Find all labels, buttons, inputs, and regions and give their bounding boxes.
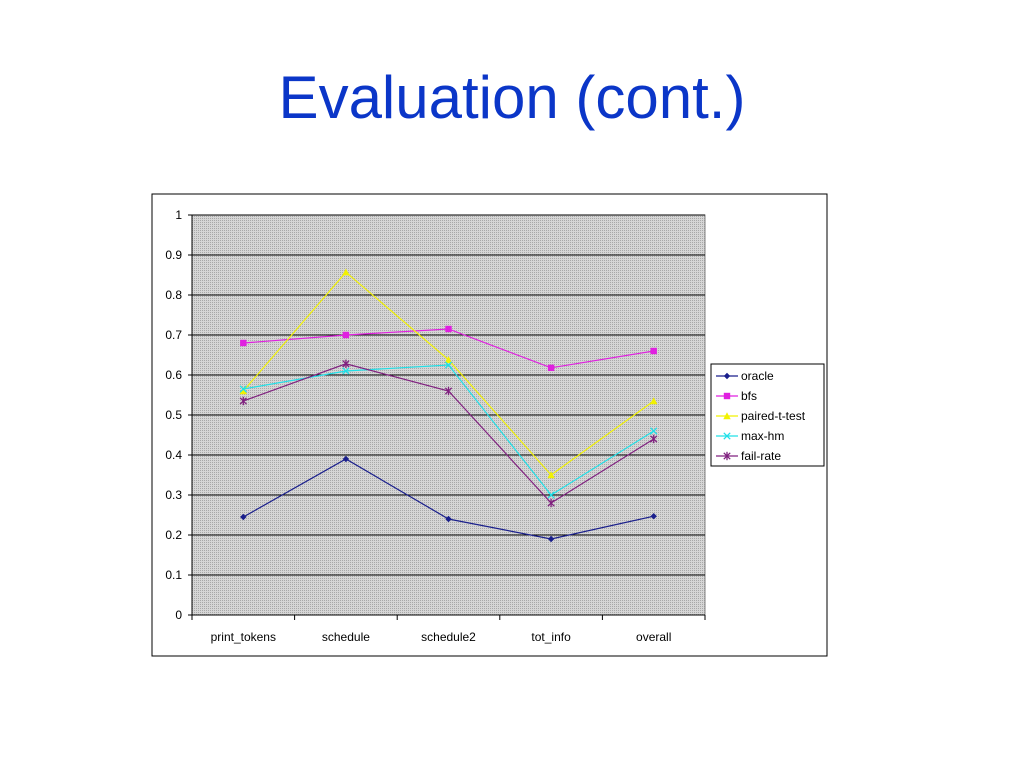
legend-marker-max-hm: [723, 432, 731, 440]
data-point-oracle: [240, 513, 247, 521]
y-tick-label: 0.5: [165, 408, 182, 422]
data-point-oracle: [650, 513, 657, 520]
y-tick-label: 0.7: [165, 328, 182, 342]
y-tick-label: 0.6: [165, 368, 182, 382]
data-point-oracle: [445, 515, 452, 523]
data-point-oracle: [547, 535, 555, 543]
legend-box: [710, 363, 825, 467]
data-point-max-hm: [239, 385, 247, 393]
data-point-max-hm: [342, 367, 350, 375]
legend-marker-paired-t-test: [723, 412, 731, 420]
data-point-bfs: [342, 331, 350, 339]
data-point-max-hm: [650, 427, 658, 435]
x-tick-label: overall: [636, 630, 671, 644]
slide-title: Evaluation (cont.): [278, 64, 746, 131]
legend-marker-fail-rate: [723, 451, 731, 461]
legend-label-paired-t-test: paired-t-test: [741, 409, 806, 423]
y-tick-label: 0.4: [165, 448, 182, 462]
data-point-paired-t-test: [650, 397, 658, 405]
x-tick-label: schedule2: [421, 630, 476, 644]
data-point-fail-rate: [650, 434, 658, 444]
x-tick-label: print_tokens: [211, 630, 276, 644]
data-point-paired-t-test: [342, 268, 350, 276]
y-tick-label: 0.8: [165, 288, 182, 302]
series: [239, 268, 658, 543]
data-point-fail-rate: [547, 498, 555, 508]
data-point-bfs: [547, 364, 555, 371]
data-point-fail-rate: [239, 396, 247, 406]
y-tick-label: 0.3: [165, 488, 182, 502]
data-point-paired-t-test: [444, 356, 453, 363]
data-point-paired-t-test: [239, 387, 247, 395]
axes: 0 0.1 0.2 0.3 0.4 0.5 0.6 0.7 0.8 0.9 1 print_token…: [165, 208, 706, 644]
data-point-max-hm: [444, 361, 453, 369]
legend-marker-bfs: [723, 392, 731, 400]
x-tick-label: schedule: [322, 630, 370, 644]
y-tick-label: 0.9: [165, 248, 182, 262]
data-point-bfs: [650, 347, 657, 355]
legend-label-max-hm: max-hm: [741, 429, 784, 443]
y-tick-label: 0.2: [165, 528, 182, 542]
x-tick-label: tot_info: [531, 630, 571, 644]
data-point-max-hm: [547, 491, 555, 499]
legend-label-fail-rate: fail-rate: [741, 449, 781, 463]
gridlines: [192, 214, 705, 576]
data-point-bfs: [240, 339, 247, 347]
y-tick-label: 0.1: [165, 568, 182, 582]
legend-marker-oracle: [723, 372, 731, 380]
data-point-oracle: [342, 455, 350, 463]
legend-label-oracle: oracle: [741, 369, 774, 383]
data-point-fail-rate: [342, 359, 350, 368]
data-point-fail-rate: [444, 386, 453, 396]
y-tick-label: 1: [175, 208, 182, 222]
data-point-paired-t-test: [547, 471, 555, 479]
y-tick-label: 0: [175, 608, 182, 622]
legend: oracle bfs paired-t-test max-hm fail-rate: [710, 363, 825, 467]
legend-label-bfs: bfs: [741, 389, 757, 403]
data-point-bfs: [445, 325, 452, 333]
